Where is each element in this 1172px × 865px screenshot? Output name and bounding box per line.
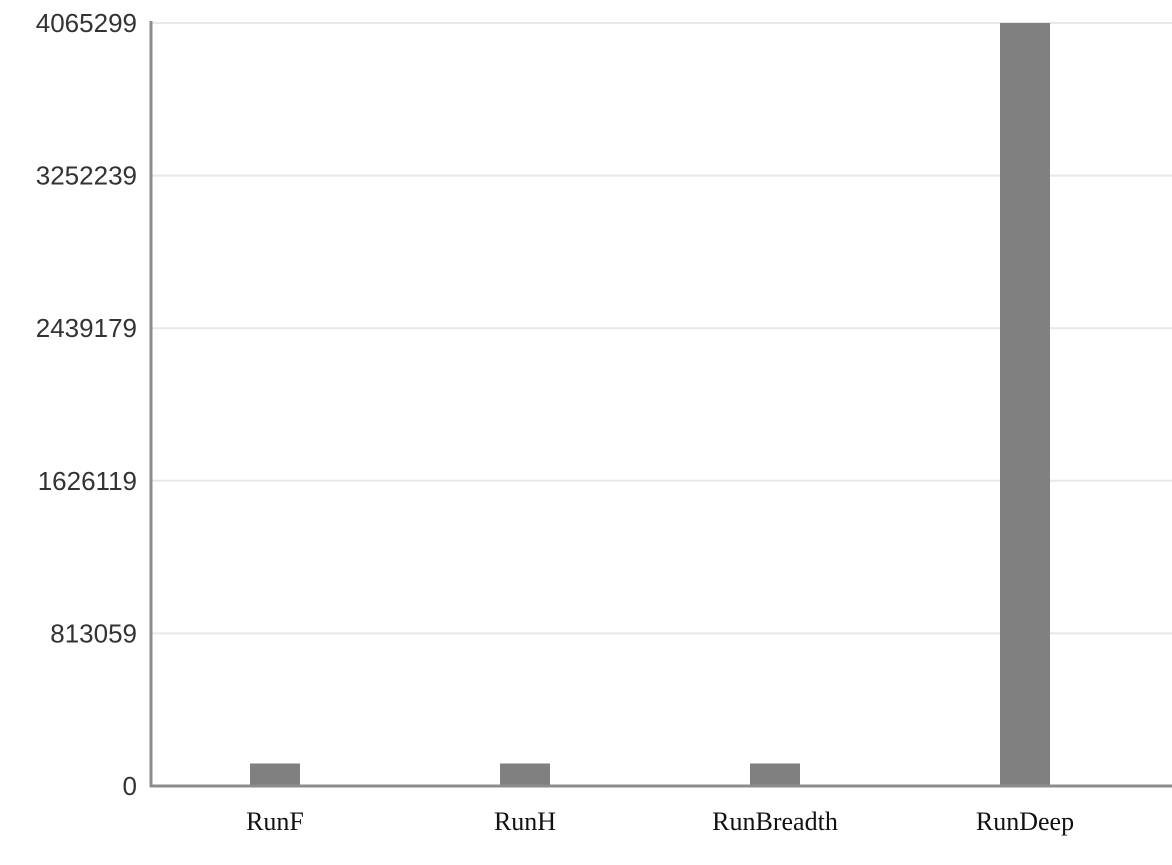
x-tick-label: RunH <box>494 807 556 836</box>
y-tick-label: 2439179 <box>36 313 137 343</box>
x-tick-label: RunF <box>246 807 304 836</box>
axes <box>149 21 1172 788</box>
x-axis-tick-labels: RunF RunH RunBreadth RunDeep <box>246 807 1074 836</box>
y-tick-label: 1626119 <box>38 466 137 496</box>
bar-runf <box>250 763 300 786</box>
bar-rundeep <box>1000 23 1050 786</box>
bars <box>250 23 1050 786</box>
bar-runh <box>500 763 550 786</box>
y-tick-label: 813059 <box>50 618 137 648</box>
y-tick-label: 4065299 <box>36 8 137 38</box>
x-tick-label: RunBreadth <box>712 807 838 836</box>
x-tick-label: RunDeep <box>976 807 1074 836</box>
y-tick-label: 0 <box>123 771 137 801</box>
y-axis-tick-labels: 0 813059 1626119 2439179 3252239 4065299 <box>36 8 137 801</box>
y-tick-label: 3252239 <box>36 161 137 191</box>
bar-runbreadth <box>750 763 800 786</box>
